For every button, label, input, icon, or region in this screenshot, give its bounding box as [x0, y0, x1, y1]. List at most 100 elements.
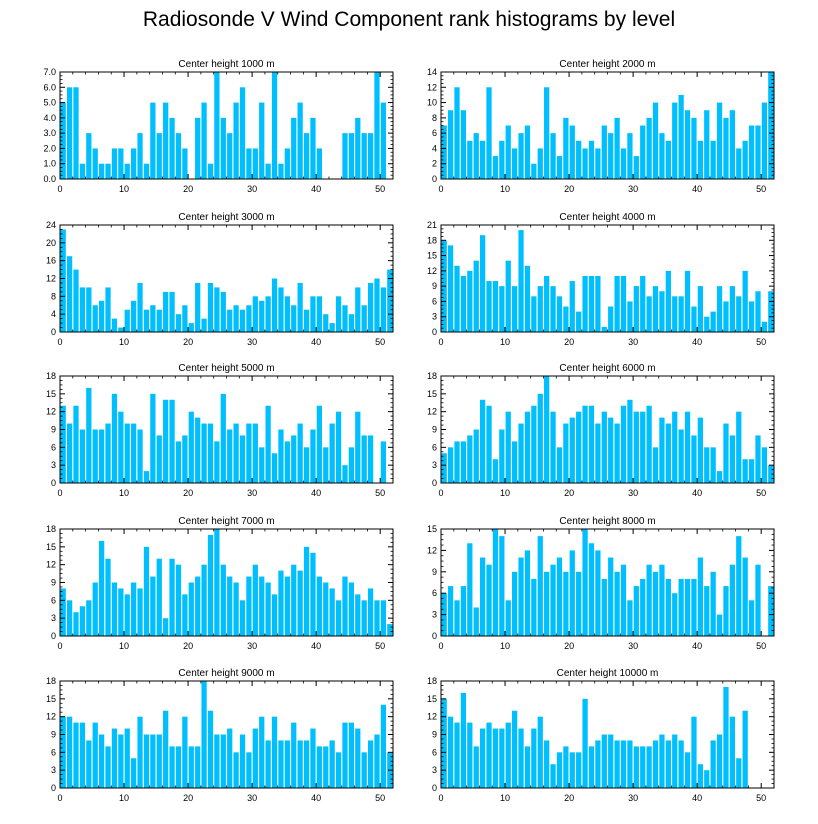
x-tick-label: 50 — [375, 337, 385, 347]
histogram-bar — [460, 441, 467, 483]
histogram-bar — [537, 286, 543, 332]
histogram-bar — [227, 429, 233, 483]
histogram-bar — [124, 594, 130, 636]
histogram-bar — [473, 607, 479, 636]
histogram-bar — [652, 571, 659, 636]
histogram-bar — [518, 230, 524, 332]
y-tick-label: 3 — [432, 610, 437, 620]
histogram-bar — [569, 550, 575, 636]
histogram-bar — [387, 624, 393, 636]
histogram-bar — [608, 417, 614, 483]
x-tick-label: 20 — [564, 793, 574, 803]
x-tick-label: 0 — [57, 641, 62, 651]
histogram-bar — [233, 752, 239, 788]
y-tick-label: 3 — [432, 765, 437, 775]
x-tick-label: 20 — [183, 184, 193, 194]
histogram-bar — [278, 570, 284, 636]
x-tick-label: 20 — [183, 793, 193, 803]
histogram-bar — [556, 447, 563, 483]
histogram-bar — [556, 296, 563, 332]
panel-title: Center height 1000 m — [178, 59, 274, 70]
histogram-bar — [704, 110, 710, 179]
histogram-bar — [329, 588, 335, 636]
histogram-bar — [569, 417, 575, 483]
histogram-bar — [659, 133, 665, 179]
x-tick-label: 30 — [247, 184, 257, 194]
panel-title: Center height 7000 m — [178, 516, 274, 527]
histogram-bar — [79, 163, 86, 179]
histogram-bar — [665, 578, 671, 636]
histogram-bar — [265, 582, 271, 636]
x-tick-label: 30 — [247, 488, 257, 498]
histogram-bar — [627, 600, 633, 636]
histogram-bar — [303, 447, 310, 483]
histogram-bar — [271, 72, 278, 179]
histogram-bar — [742, 557, 748, 636]
histogram-bar — [614, 423, 620, 483]
histogram-bar — [499, 429, 505, 483]
histogram-bar — [595, 550, 601, 636]
x-tick-label: 50 — [375, 793, 385, 803]
histogram-bar — [550, 764, 556, 788]
histogram-bar — [163, 102, 169, 179]
histogram-bar — [588, 746, 595, 788]
histogram-bar — [633, 586, 639, 636]
histogram-bar — [723, 423, 729, 483]
histogram-bar — [220, 393, 226, 483]
histogram-bar — [518, 557, 524, 636]
y-tick-label: 15 — [427, 251, 437, 261]
histogram-bar — [486, 722, 492, 788]
histogram-bar — [131, 300, 137, 332]
histogram-bar — [220, 564, 226, 636]
histogram-bar — [672, 593, 678, 636]
histogram-bar — [227, 576, 233, 636]
histogram-panel: Center height 9000 m 0 3 6 9 12 15 18 0 10 20 30 40 5… — [46, 668, 394, 803]
histogram-bar — [348, 314, 354, 332]
histogram-bar — [361, 435, 367, 483]
histogram-panel: Center height 10000 m 0 3 6 9 12 15 18 0 10 20 30 40… — [427, 668, 775, 803]
histogram-bar — [156, 133, 162, 179]
histogram-bar — [748, 600, 755, 636]
histogram-bar — [480, 235, 486, 332]
histogram-bar — [143, 471, 150, 483]
histogram-bar — [284, 148, 290, 179]
histogram-bar — [118, 411, 124, 483]
histogram-bar — [207, 710, 214, 788]
histogram-bar — [768, 586, 774, 636]
histogram-bar — [576, 752, 582, 788]
histogram-bar — [169, 117, 175, 179]
histogram-bar — [716, 286, 723, 332]
histogram-bar — [512, 710, 518, 788]
histogram-bar — [303, 546, 310, 636]
histogram-bar — [259, 447, 265, 483]
histogram-bar — [684, 270, 691, 332]
histogram-bar — [550, 286, 556, 332]
histogram-bar — [271, 594, 278, 636]
histogram-bar — [633, 156, 639, 179]
x-tick-label: 0 — [57, 184, 62, 194]
histogram-bar — [665, 270, 671, 332]
histogram-bar — [588, 140, 595, 179]
panel-title: Center height 8000 m — [559, 516, 655, 527]
histogram-bar — [505, 411, 511, 483]
histogram-bar — [124, 309, 130, 332]
histogram-bar — [614, 275, 620, 332]
histogram-bar — [323, 314, 329, 332]
histogram-bar — [316, 405, 322, 483]
histogram-bar — [454, 87, 460, 179]
histogram-bar — [556, 156, 563, 179]
histogram-bar — [303, 740, 310, 788]
histogram-bar — [748, 125, 755, 179]
panel-title: Center height 5000 m — [178, 363, 274, 374]
x-tick-label: 0 — [57, 793, 62, 803]
histogram-bar — [137, 716, 143, 788]
histogram-bar — [627, 301, 633, 332]
histogram-bar — [220, 291, 226, 333]
y-tick-label: 4.0 — [43, 113, 56, 123]
histogram-bar — [92, 429, 98, 483]
histogram-bar — [329, 423, 335, 483]
histogram-bar — [297, 282, 303, 332]
histogram-bar — [195, 746, 201, 788]
histogram-bar — [678, 740, 684, 788]
x-tick-label: 50 — [375, 488, 385, 498]
